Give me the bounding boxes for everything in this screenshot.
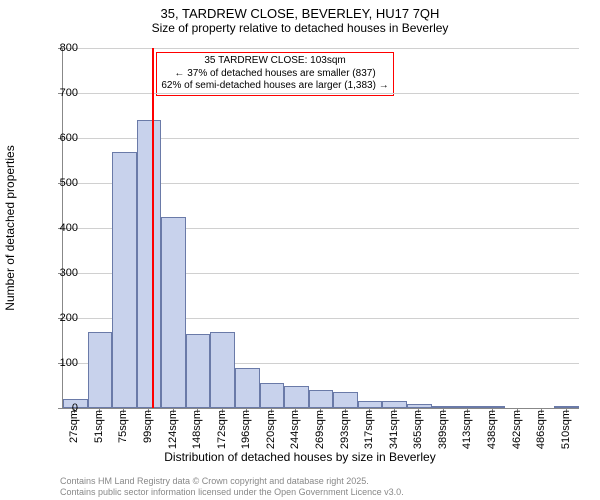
y-tick-label: 500 [42, 177, 78, 189]
annotation-line-3: 62% of semi-detached houses are larger (… [161, 80, 388, 93]
page-title: 35, TARDREW CLOSE, BEVERLEY, HU17 7QH [0, 0, 600, 21]
grid-line [63, 48, 579, 49]
histogram-bar [235, 368, 260, 409]
histogram-bar [112, 152, 137, 409]
grid-line [63, 93, 579, 94]
x-tick-label: 196sqm [240, 410, 252, 449]
histogram-bar [456, 406, 481, 408]
x-tick-label: 293sqm [339, 410, 351, 449]
annotation-line-2: ← 37% of detached houses are smaller (83… [161, 68, 388, 81]
y-tick-label: 400 [42, 222, 78, 234]
x-tick-label: 124sqm [167, 410, 179, 449]
marker-line [152, 48, 154, 408]
chart-plot-area: 35 TARDREW CLOSE: 103sqm ← 37% of detach… [62, 48, 579, 409]
histogram-bar [161, 217, 186, 408]
histogram-bar [186, 334, 211, 408]
x-tick-label: 99sqm [142, 410, 154, 443]
histogram-bar [333, 392, 358, 408]
x-tick-label: 341sqm [388, 410, 400, 449]
x-tick-label: 317sqm [363, 410, 375, 449]
histogram-bar [284, 386, 309, 409]
y-tick-label: 700 [42, 87, 78, 99]
x-axis-label: Distribution of detached houses by size … [0, 450, 600, 464]
footer-line-1: Contains HM Land Registry data © Crown c… [60, 476, 404, 487]
x-tick-label: 172sqm [216, 410, 228, 449]
y-tick-label: 100 [42, 357, 78, 369]
x-tick-label: 413sqm [461, 410, 473, 449]
y-tick-label: 200 [42, 312, 78, 324]
annotation-box: 35 TARDREW CLOSE: 103sqm ← 37% of detach… [156, 52, 393, 96]
histogram-bar [432, 406, 457, 408]
histogram-bar [88, 332, 113, 409]
x-tick-label: 75sqm [117, 410, 129, 443]
x-tick-label: 486sqm [535, 410, 547, 449]
y-tick-label: 300 [42, 267, 78, 279]
x-tick-label: 51sqm [93, 410, 105, 443]
x-tick-label: 365sqm [412, 410, 424, 449]
histogram-bar [554, 406, 579, 408]
histogram-bar [309, 390, 334, 408]
x-tick-label: 220sqm [265, 410, 277, 449]
histogram-bar [137, 120, 162, 408]
x-tick-label: 148sqm [191, 410, 203, 449]
x-tick-label: 27sqm [68, 410, 80, 443]
x-tick-label: 462sqm [511, 410, 523, 449]
x-tick-label: 244sqm [289, 410, 301, 449]
x-tick-label: 269sqm [314, 410, 326, 449]
histogram-bar [358, 401, 383, 408]
histogram-bar [260, 383, 285, 408]
histogram-bar [382, 401, 407, 408]
annotation-line-1: 35 TARDREW CLOSE: 103sqm [161, 55, 388, 68]
footer-line-2: Contains public sector information licen… [60, 487, 404, 498]
x-tick-label: 510sqm [560, 410, 572, 449]
footer-attribution: Contains HM Land Registry data © Crown c… [60, 476, 404, 498]
x-tick-label: 389sqm [437, 410, 449, 449]
y-axis-label: Number of detached properties [3, 145, 17, 310]
x-tick-label: 438sqm [486, 410, 498, 449]
y-tick-label: 600 [42, 132, 78, 144]
y-tick-label: 800 [42, 42, 78, 54]
page-subtitle: Size of property relative to detached ho… [0, 21, 600, 39]
histogram-bar [407, 404, 432, 409]
histogram-bar [210, 332, 235, 409]
